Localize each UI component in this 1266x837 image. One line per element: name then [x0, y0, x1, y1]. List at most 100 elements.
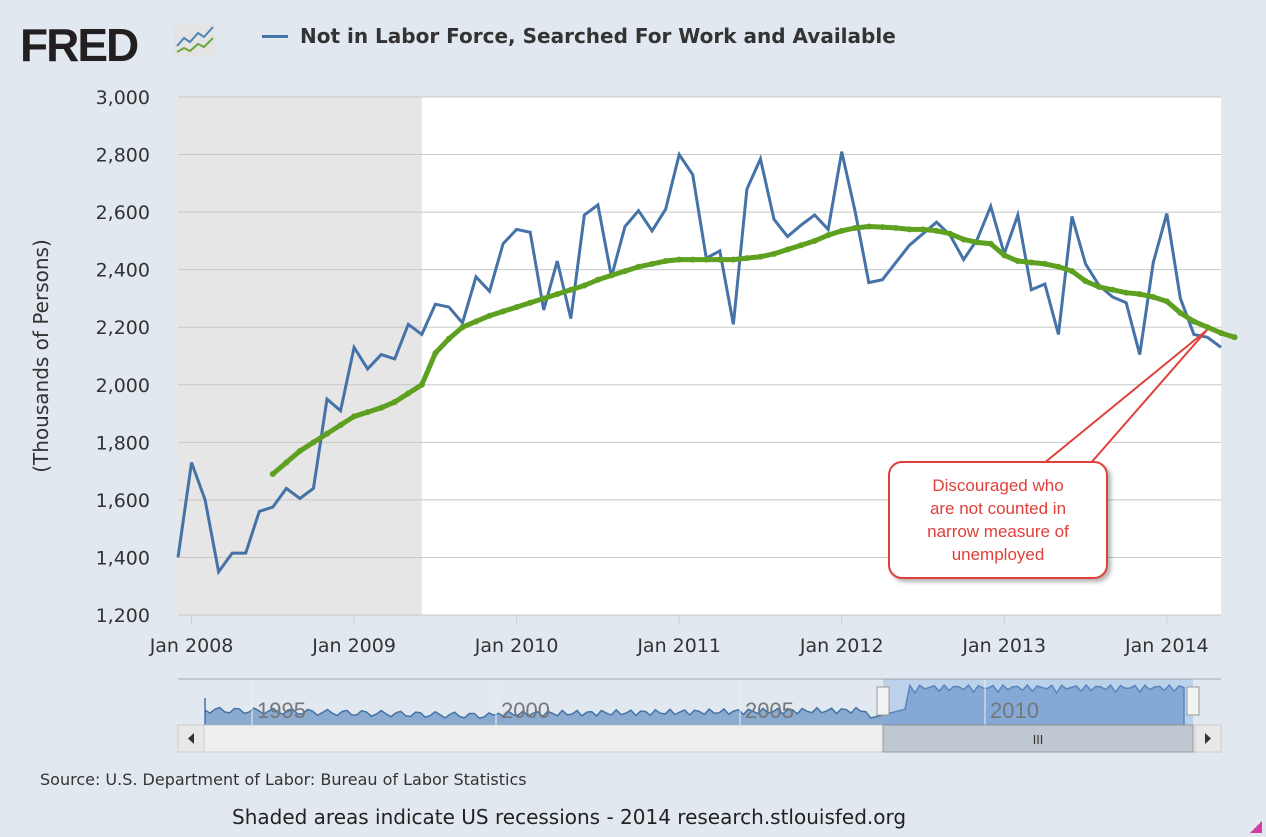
trend-point: [1218, 329, 1224, 336]
trend-point: [879, 224, 886, 231]
legend-item[interactable]: Not in Labor Force, Searched For Work an…: [262, 24, 896, 48]
y-tick-label: 1,400: [96, 547, 150, 569]
x-tick-label: Jan 2008: [149, 635, 234, 657]
trend-point: [364, 409, 371, 416]
trend-point: [1028, 259, 1035, 266]
trend-point: [635, 263, 642, 270]
trend-point: [798, 242, 805, 249]
trend-point: [540, 295, 547, 302]
trend-point: [608, 272, 615, 279]
trend-point: [418, 381, 425, 388]
x-tick-label: Jan 2012: [799, 635, 884, 657]
annotation-line: are not counted in: [929, 499, 1067, 518]
y-tick-label: 1,800: [96, 432, 150, 454]
trend-point: [1069, 268, 1075, 275]
scrollbar-grip: III: [1033, 733, 1044, 747]
trend-point: [1082, 278, 1089, 285]
trend-point: [622, 268, 628, 275]
trend-point: [757, 253, 764, 260]
navigator-selection: [883, 679, 1193, 725]
trend-point: [852, 224, 859, 231]
trend-point: [486, 312, 493, 319]
x-tick-label: Jan 2009: [311, 635, 396, 657]
trend-point: [662, 258, 669, 265]
y-axis-label: (Thousands of Persons): [29, 239, 53, 473]
chart-logo-icon: [174, 24, 216, 56]
trend-point: [1014, 258, 1021, 265]
y-tick-label: 2,600: [96, 202, 150, 224]
navigator-series: [204, 683, 1185, 726]
x-tick-label: Jan 2010: [474, 635, 559, 657]
trend-point: [1001, 252, 1008, 259]
trend-point: [743, 255, 750, 262]
trend-point: [1096, 283, 1103, 290]
trend-point: [500, 308, 507, 315]
trend-point: [391, 399, 398, 406]
y-tick-label: 3,000: [96, 87, 150, 109]
trend-point: [825, 232, 832, 239]
trend-point: [337, 422, 344, 429]
navigator-year-label: 1995: [257, 698, 306, 723]
recession-note: Shaded areas indicate US recessions - 20…: [232, 805, 907, 829]
navigator-handle[interactable]: [876, 686, 890, 716]
x-tick-label: Jan 2011: [636, 635, 721, 657]
legend-swatch: [262, 34, 288, 38]
trend-point: [920, 226, 926, 233]
navigator-handle[interactable]: [1186, 686, 1200, 716]
trend-point: [527, 299, 534, 306]
trend-point: [906, 226, 913, 233]
y-tick-label: 2,200: [96, 317, 150, 339]
navigator-year-label: 2000: [501, 698, 550, 723]
arrow-left-icon: [188, 733, 194, 744]
trend-point: [987, 240, 994, 247]
trend-point: [567, 286, 574, 293]
y-tick-label: 1,200: [96, 605, 150, 627]
annotation-line: unemployed: [951, 545, 1045, 564]
trend-point: [771, 250, 777, 257]
trend-point: [784, 246, 791, 253]
trend-point: [1109, 286, 1116, 293]
trend-point: [865, 223, 872, 230]
trend-point: [269, 470, 276, 477]
trend-point: [1041, 260, 1048, 267]
trend-point: [1190, 318, 1197, 325]
trend-point: [581, 282, 588, 289]
trend-point: [1136, 291, 1143, 298]
annotation-callout: Discouraged who are not counted in narro…: [888, 461, 1108, 579]
trend-point: [1123, 289, 1130, 296]
trend-point: [432, 350, 439, 357]
trend-point: [473, 318, 479, 325]
trend-point: [1163, 298, 1170, 305]
scrollbar-thumb[interactable]: [882, 724, 1194, 753]
trend-point: [405, 390, 412, 397]
trend-point: [1150, 294, 1157, 301]
trend-point: [947, 230, 954, 237]
trend-point: [703, 256, 710, 263]
scroll-left-button[interactable]: [177, 724, 205, 753]
trend-point: [716, 256, 723, 263]
trend-point: [459, 324, 466, 331]
trend-point: [974, 239, 981, 246]
annotation-line: narrow measure of: [927, 522, 1069, 541]
trend-point: [310, 439, 317, 446]
arrow-right-icon: [1205, 733, 1211, 744]
legend-label: Not in Labor Force, Searched For Work an…: [300, 24, 896, 48]
trend-point: [324, 430, 330, 437]
trend-point: [1177, 309, 1184, 316]
trend-point: [296, 447, 303, 454]
resize-handle[interactable]: [1250, 821, 1262, 833]
annotation-line: Discouraged who: [932, 476, 1064, 495]
trend-point: [554, 291, 561, 298]
trend-point: [838, 227, 845, 234]
fred-logo: FRED: [20, 19, 139, 71]
trend-point: [676, 256, 683, 263]
trend-point: [730, 256, 737, 263]
trend-point: [1204, 324, 1211, 331]
trend-point: [513, 304, 520, 311]
trend-point: [445, 335, 452, 342]
trend-point: [811, 237, 818, 244]
source-note: Source: U.S. Department of Labor: Bureau…: [40, 770, 527, 789]
trend-point: [960, 236, 967, 243]
navigator: 1995 2000 2005 2010 III: [177, 678, 1222, 753]
